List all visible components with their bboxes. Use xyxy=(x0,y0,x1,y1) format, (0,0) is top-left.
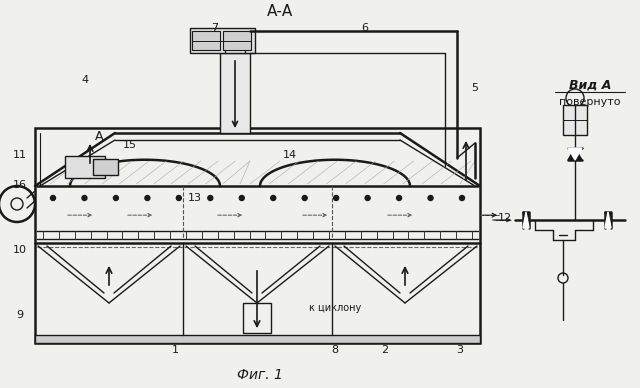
Text: 6: 6 xyxy=(362,23,369,33)
Polygon shape xyxy=(568,148,582,160)
Text: 7: 7 xyxy=(211,23,219,33)
Bar xyxy=(563,105,587,135)
Text: повернуто: повернуто xyxy=(559,97,621,107)
Circle shape xyxy=(365,196,370,201)
Text: 16: 16 xyxy=(13,180,27,190)
Text: 13: 13 xyxy=(188,193,202,203)
Text: 10: 10 xyxy=(13,245,27,255)
Circle shape xyxy=(428,196,433,201)
Polygon shape xyxy=(523,212,529,228)
Polygon shape xyxy=(605,212,611,228)
Text: А-А: А-А xyxy=(267,5,293,19)
Text: 9: 9 xyxy=(17,310,24,320)
Bar xyxy=(93,159,118,175)
Bar xyxy=(220,53,250,133)
Text: Фиг. 1: Фиг. 1 xyxy=(237,368,283,382)
Circle shape xyxy=(271,196,276,201)
Text: 4: 4 xyxy=(81,75,88,85)
Text: к циклону: к циклону xyxy=(309,303,361,313)
Bar xyxy=(192,31,220,50)
Text: 14: 14 xyxy=(283,150,297,160)
Bar xyxy=(243,303,271,333)
Polygon shape xyxy=(523,212,529,228)
Text: А: А xyxy=(95,130,104,142)
Circle shape xyxy=(333,196,339,201)
Circle shape xyxy=(145,196,150,201)
Circle shape xyxy=(302,196,307,201)
Bar xyxy=(190,28,255,53)
Bar xyxy=(65,156,105,178)
Text: 5: 5 xyxy=(472,83,479,93)
Circle shape xyxy=(397,196,401,201)
Bar xyxy=(35,128,480,343)
Circle shape xyxy=(82,196,87,201)
Text: Вид А: Вид А xyxy=(569,78,611,92)
Text: 1: 1 xyxy=(172,345,179,355)
Polygon shape xyxy=(568,148,582,160)
Circle shape xyxy=(239,196,244,201)
Bar xyxy=(223,31,251,50)
Text: 11: 11 xyxy=(13,150,27,160)
Text: 12: 12 xyxy=(498,213,512,223)
Polygon shape xyxy=(605,212,611,228)
Circle shape xyxy=(208,196,213,201)
Circle shape xyxy=(113,196,118,201)
Circle shape xyxy=(177,196,181,201)
Circle shape xyxy=(51,196,56,201)
Text: 3: 3 xyxy=(456,345,463,355)
Text: 8: 8 xyxy=(332,345,339,355)
Circle shape xyxy=(460,196,465,201)
Bar xyxy=(35,335,480,343)
Text: 2: 2 xyxy=(381,345,388,355)
Text: 15: 15 xyxy=(123,140,137,150)
